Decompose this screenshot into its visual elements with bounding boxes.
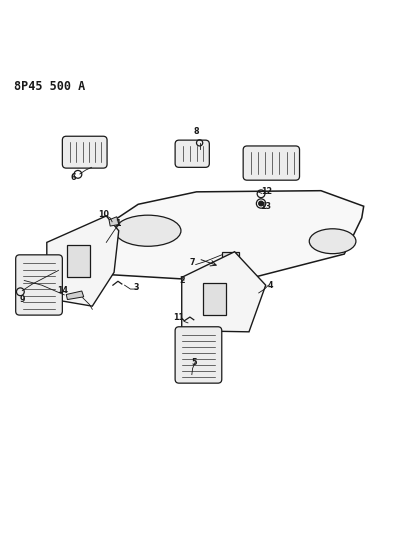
Text: 1: 1 xyxy=(115,219,121,228)
Circle shape xyxy=(259,201,263,206)
Text: 9: 9 xyxy=(20,295,26,304)
Polygon shape xyxy=(103,191,364,282)
Text: 6: 6 xyxy=(70,173,75,182)
Text: 7: 7 xyxy=(190,258,195,267)
Text: 4: 4 xyxy=(268,281,273,289)
Text: 14: 14 xyxy=(57,287,68,295)
Bar xyxy=(222,252,239,263)
Ellipse shape xyxy=(309,229,356,254)
Polygon shape xyxy=(47,216,119,306)
Text: 10: 10 xyxy=(98,211,109,219)
Text: 3: 3 xyxy=(134,284,139,293)
Polygon shape xyxy=(182,252,266,332)
FancyBboxPatch shape xyxy=(243,146,299,180)
Text: 5: 5 xyxy=(192,358,197,367)
Polygon shape xyxy=(66,291,84,300)
FancyBboxPatch shape xyxy=(175,327,222,383)
Text: 12: 12 xyxy=(261,187,272,196)
Text: 8: 8 xyxy=(194,127,199,136)
Bar xyxy=(68,245,90,277)
FancyBboxPatch shape xyxy=(175,140,209,167)
Text: 13: 13 xyxy=(260,201,271,211)
Text: 8P45 500 A: 8P45 500 A xyxy=(14,80,85,93)
Ellipse shape xyxy=(115,215,181,246)
Bar xyxy=(204,283,226,314)
Text: 11: 11 xyxy=(173,313,184,322)
Polygon shape xyxy=(109,217,119,226)
FancyBboxPatch shape xyxy=(16,255,62,315)
FancyBboxPatch shape xyxy=(62,136,107,168)
Text: 2: 2 xyxy=(179,276,185,285)
